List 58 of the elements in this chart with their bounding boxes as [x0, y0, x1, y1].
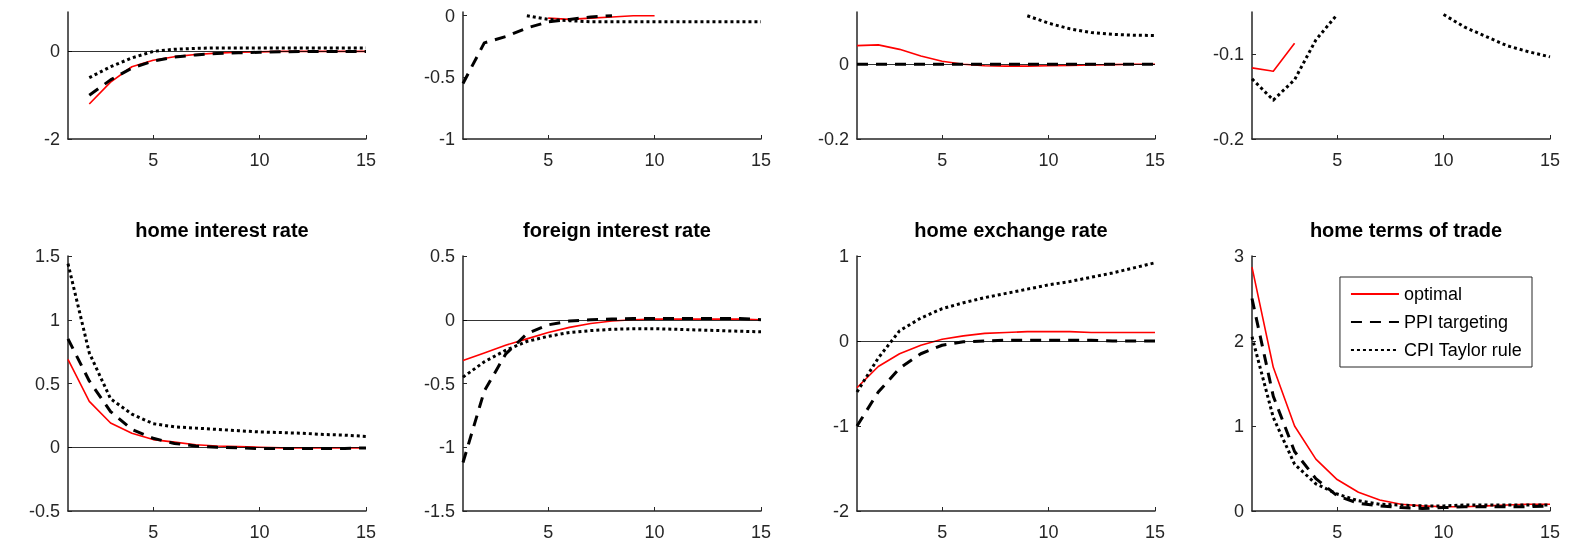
- x-tick-label: 5: [937, 522, 948, 542]
- x-tick-label: 5: [1331, 150, 1342, 170]
- legend-label: PPI targeting: [1403, 312, 1508, 332]
- x-tick-label: 10: [1038, 150, 1059, 170]
- x-tick-label: 10: [249, 522, 270, 542]
- x-tick-label: 5: [148, 150, 159, 170]
- x-tick-label: 5: [542, 522, 553, 542]
- legend-label: optimal: [1403, 284, 1462, 304]
- x-tick-label: 10: [1433, 150, 1454, 170]
- x-tick-label: 15: [1144, 150, 1166, 170]
- x-tick-label: 10: [249, 150, 270, 170]
- chart-title: foreign interest rate: [522, 219, 711, 241]
- x-tick-label: 15: [750, 522, 771, 542]
- y-tick-label: -1: [438, 129, 455, 149]
- x-tick-label: 15: [1539, 150, 1560, 170]
- chart-title: home interest rate: [135, 219, 309, 241]
- x-tick-label: 15: [750, 150, 771, 170]
- y-tick-label: -0.5: [423, 67, 455, 88]
- y-tick-label: 0: [49, 41, 60, 62]
- chart-title: home exchange rate: [914, 219, 1108, 241]
- y-tick-label: 3: [1233, 246, 1244, 266]
- chart-title: home terms of trade: [1309, 219, 1502, 241]
- x-tick-label: 10: [1433, 522, 1454, 542]
- y-tick-label: 2: [1233, 331, 1244, 351]
- y-tick-label: -1: [832, 416, 849, 436]
- x-tick-label: 15: [355, 150, 377, 170]
- x-tick-label: 15: [355, 522, 377, 542]
- y-tick-label: 0.5: [429, 246, 455, 266]
- x-tick-label: 5: [148, 522, 159, 542]
- y-tick-label: 1: [1233, 416, 1244, 436]
- y-tick-label: 0: [838, 54, 849, 75]
- y-tick-label: 0.5: [34, 373, 60, 394]
- x-tick-label: 15: [1539, 522, 1560, 542]
- y-tick-label: 0: [49, 437, 60, 458]
- y-tick-label: -2: [43, 129, 60, 149]
- y-tick-label: -2: [832, 501, 849, 521]
- y-tick-label: -1.5: [423, 501, 455, 521]
- y-tick-label: 0: [444, 5, 455, 26]
- x-tick-label: 10: [1038, 522, 1059, 542]
- y-tick-label: -0.2: [1212, 129, 1244, 149]
- x-tick-label: 5: [1331, 522, 1342, 542]
- y-tick-label: -0.2: [817, 129, 849, 149]
- x-tick-label: 10: [644, 150, 665, 170]
- x-tick-label: 15: [1144, 522, 1166, 542]
- x-tick-label: 5: [937, 150, 948, 170]
- y-tick-label: 1.5: [34, 246, 60, 266]
- y-tick-label: 1: [49, 309, 60, 330]
- y-tick-label: 0: [444, 309, 455, 330]
- y-tick-label: -0.5: [28, 501, 60, 521]
- y-tick-label: -0.5: [423, 373, 455, 394]
- x-tick-label: 10: [644, 522, 665, 542]
- y-tick-label: 0: [1233, 501, 1244, 521]
- x-tick-label: 5: [542, 150, 553, 170]
- y-tick-label: 0: [838, 331, 849, 351]
- y-tick-label: 1: [838, 246, 849, 266]
- legend-label: CPI Taylor rule: [1403, 340, 1522, 360]
- y-tick-label: -0.1: [1212, 44, 1244, 65]
- y-tick-label: -1: [438, 437, 455, 458]
